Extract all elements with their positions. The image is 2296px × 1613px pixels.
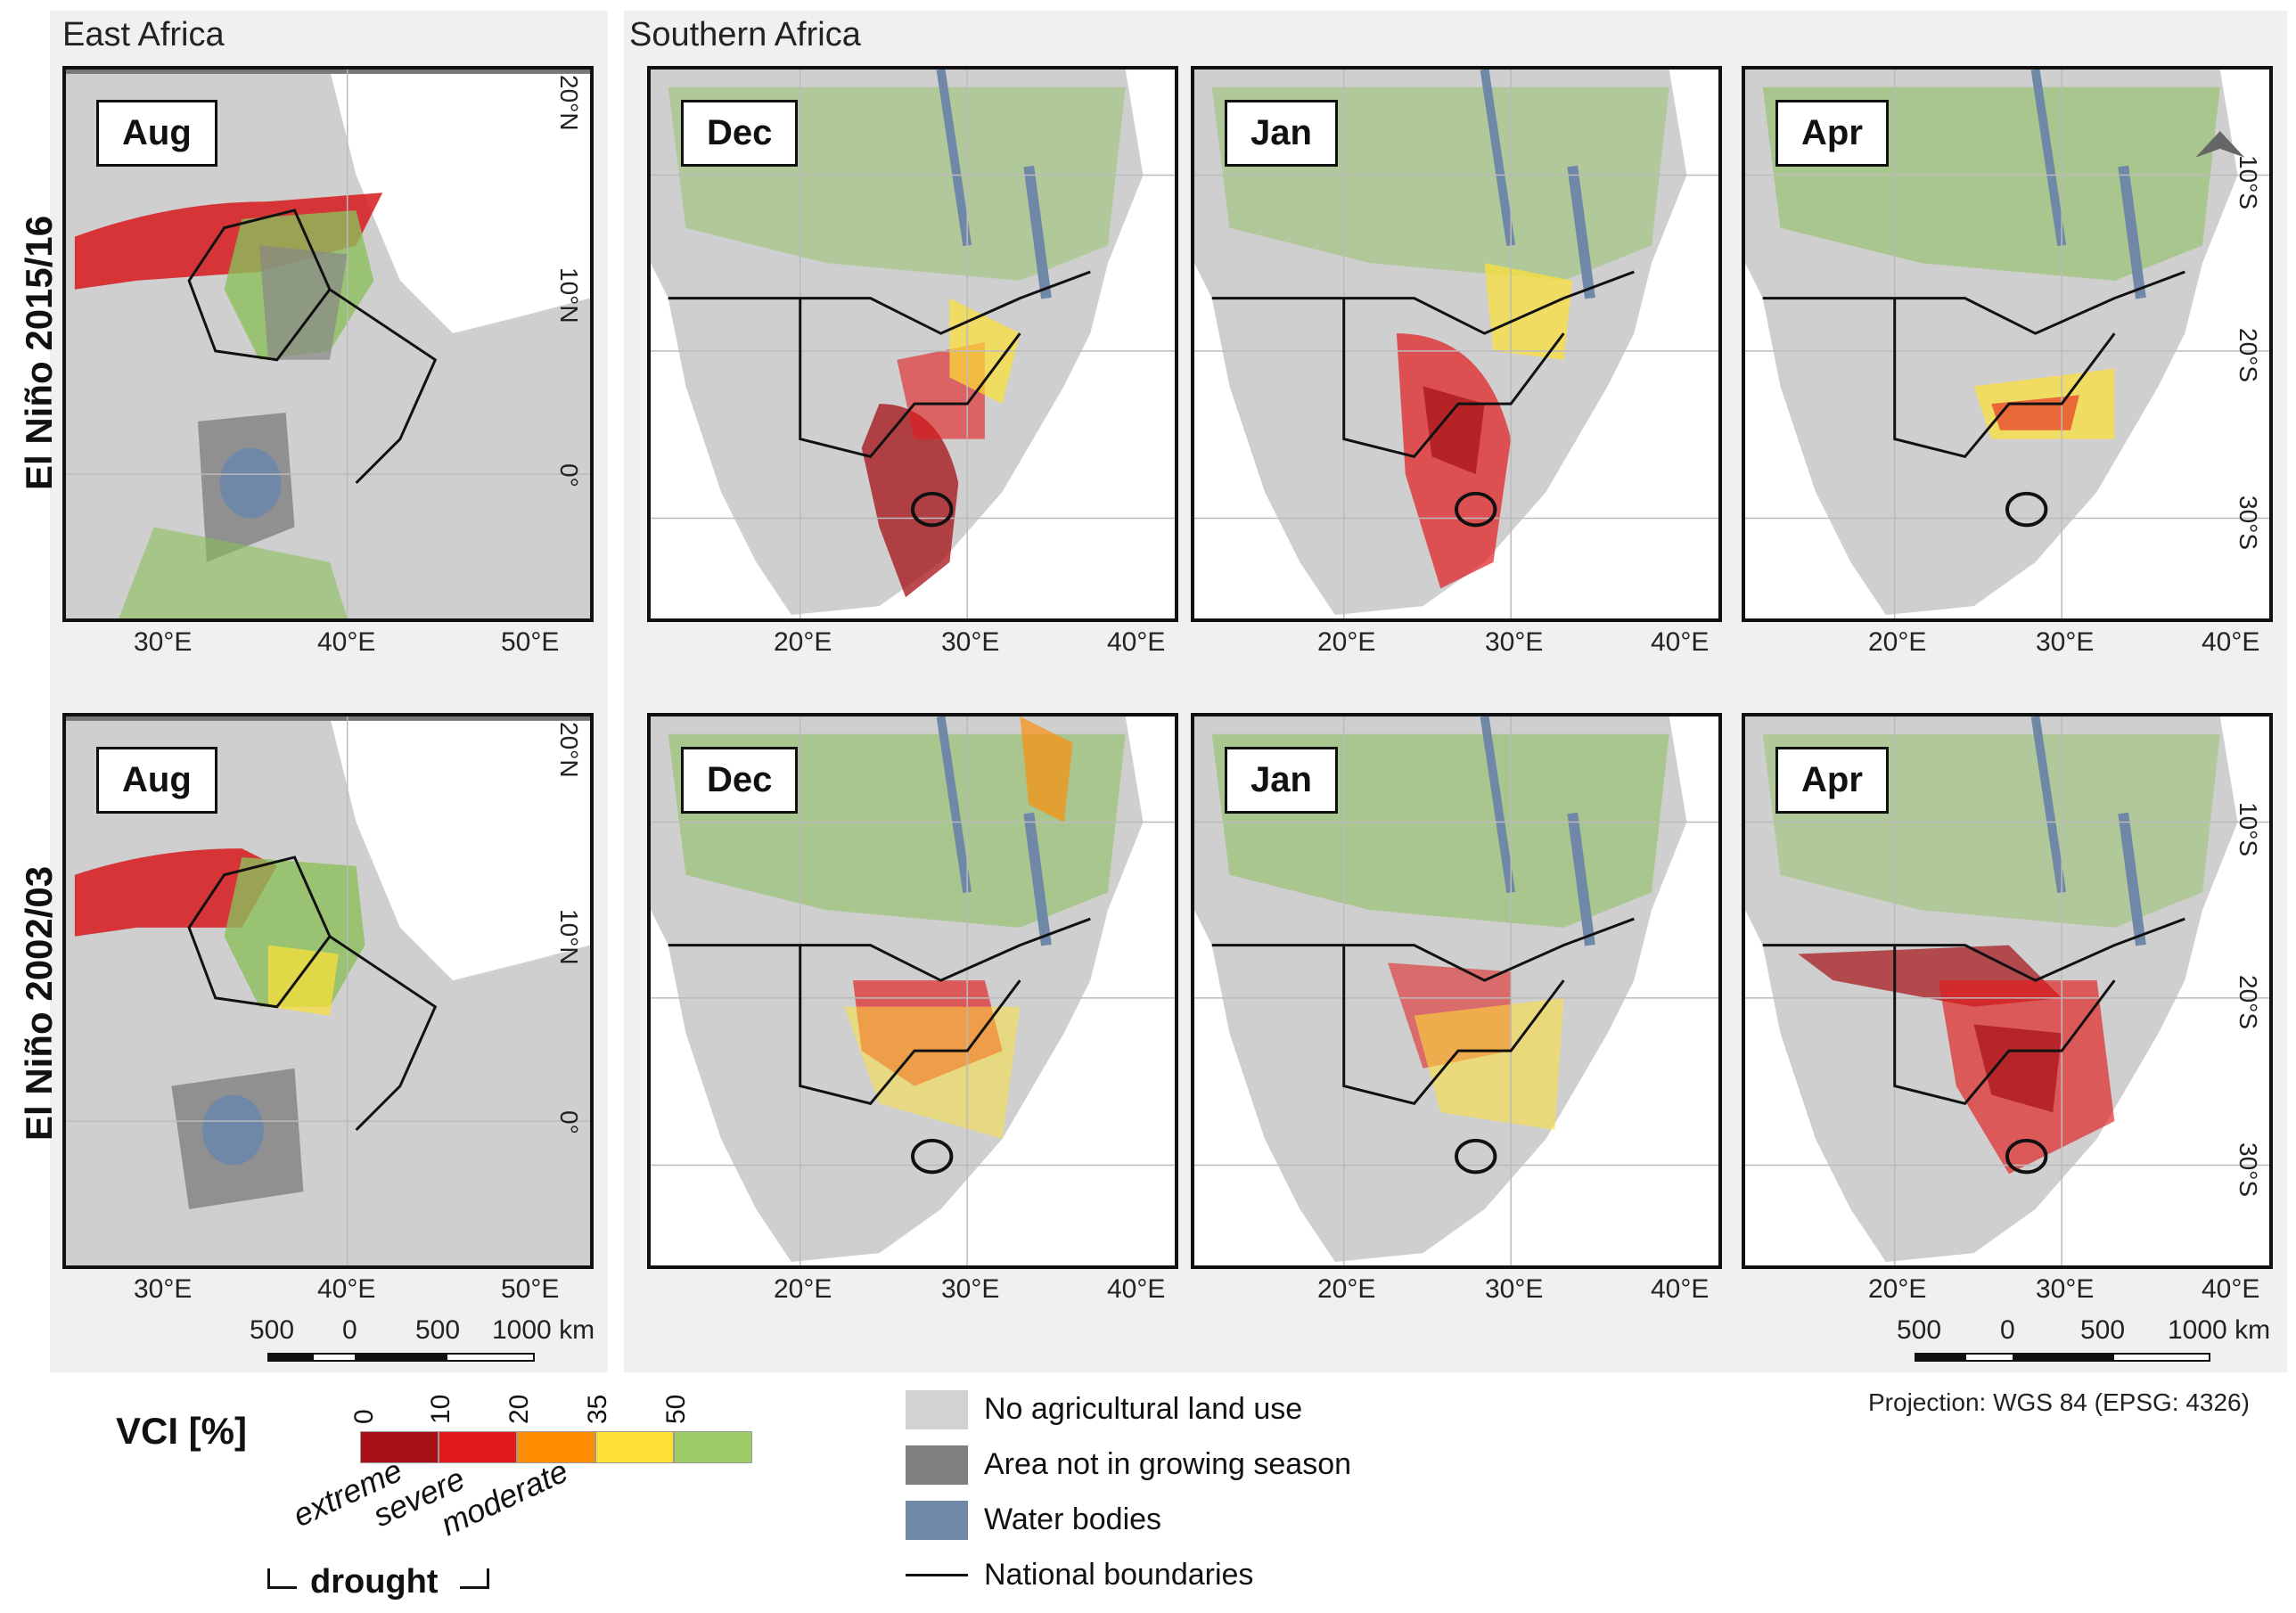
scale-bar-east: 500 0 500 1000 km [250,1315,606,1369]
x-tick: 40°E [317,627,376,657]
legend-label-water: Water bodies [984,1502,1162,1536]
scale-segment [1964,1353,2014,1362]
y-tick: 20°S [2234,975,2262,1030]
month-label: Dec [681,100,799,167]
month-label: Dec [681,747,799,814]
row-label-2002: El Niño 2002/03 [18,865,60,1141]
east-africa-title: East Africa [62,16,225,53]
y-tick: 0° [555,1110,583,1134]
scale-label: 1000 km [2168,1315,2271,1345]
y-tick: 20°N [555,75,583,131]
x-tick: 20°E [774,627,832,657]
vci-color-moderate-orange [517,1431,595,1463]
y-tick: 30°S [2234,495,2262,551]
y-tick: 20°N [555,722,583,778]
vci-tick: 20 [504,1394,534,1424]
x-tick: 30°E [134,627,193,657]
scale-label: 0 [342,1315,357,1345]
scale-segment [267,1353,312,1362]
y-tick: 20°S [2234,328,2262,383]
x-tick: 30°E [941,1274,1000,1304]
scale-label: 500 [2080,1315,2126,1345]
x-tick: 20°E [1868,1274,1927,1304]
vci-color-severe [439,1431,517,1463]
map-south-2002-dec: Dec [647,713,1178,1269]
scale-segment [1915,1353,1964,1362]
x-tick: 30°E [1485,627,1544,657]
x-tick: 40°E [2202,627,2260,657]
map-south-2002-jan: Jan [1191,713,1722,1269]
scale-label: 500 [250,1315,295,1345]
x-tick: 30°E [2036,1274,2095,1304]
month-label: Aug [96,747,217,814]
legend-swatch-water [906,1501,968,1540]
x-tick: 30°E [941,627,1000,657]
vci-color-normal [674,1431,752,1463]
scale-segment [2112,1353,2210,1362]
y-tick: 30°S [2234,1142,2262,1198]
projection-note: Projection: WGS 84 (EPSG: 4326) [1868,1388,2250,1416]
x-tick: 40°E [1651,627,1710,657]
scale-segment [357,1353,446,1362]
y-tick: 10°S [2234,155,2262,210]
x-tick: 20°E [1317,1274,1376,1304]
x-tick: 40°E [2202,1274,2260,1304]
scale-label: 500 [1897,1315,1942,1345]
x-tick: 20°E [774,1274,832,1304]
month-label: Jan [1225,100,1338,167]
map-south-2015-dec: Dec [647,66,1178,622]
map-east-2002-aug: Aug [62,713,594,1269]
x-tick: 20°E [1868,627,1927,657]
vci-tick: 0 [349,1409,379,1424]
legend-label-boundaries: National boundaries [984,1558,1254,1592]
drought-bracket-left [267,1568,297,1589]
y-tick: 10°N [555,909,583,965]
x-tick: 40°E [1651,1274,1710,1304]
scale-segment [312,1353,357,1362]
month-label: Apr [1775,747,1889,814]
month-label: Jan [1225,747,1338,814]
x-tick: 30°E [134,1274,193,1304]
y-tick: 10°S [2234,802,2262,857]
drought-label: drought [310,1563,439,1601]
vci-tick: 50 [661,1394,691,1424]
scale-label: 0 [2000,1315,2015,1345]
y-tick: 0° [555,463,583,487]
scale-segment [2014,1353,2112,1362]
x-tick: 50°E [501,627,560,657]
legend-label-not-growing: Area not in growing season [984,1447,1352,1481]
legend-swatch-no-agri [906,1390,968,1429]
vci-tick: 10 [426,1394,455,1424]
legend-label-no-agri: No agricultural land use [984,1392,1303,1426]
x-tick: 30°E [1485,1274,1544,1304]
x-tick: 40°E [1107,1274,1166,1304]
month-label: Aug [96,100,217,167]
y-tick: 10°N [555,267,583,323]
vci-color-moderate-yellow [595,1431,674,1463]
scale-label: 500 [415,1315,461,1345]
southern-africa-title: Southern Africa [629,16,861,53]
drought-bracket-right [460,1568,489,1589]
map-east-2015-aug: Aug [62,66,594,622]
x-tick: 50°E [501,1274,560,1304]
month-label: Apr [1775,100,1889,167]
scale-segment [446,1353,535,1362]
map-south-2015-apr: Apr [1742,66,2273,622]
vci-tick: 35 [583,1394,612,1424]
legend-swatch-not-growing [906,1445,968,1485]
vci-color-extreme [360,1431,439,1463]
x-tick: 40°E [1107,627,1166,657]
vci-title: VCI [%] [116,1410,247,1452]
scale-bar-south: 500 0 500 1000 km [1897,1315,2270,1369]
scale-label: 1000 km [492,1315,595,1345]
map-south-2015-jan: Jan [1191,66,1722,622]
map-south-2002-apr: Apr [1742,713,2273,1269]
x-tick: 30°E [2036,627,2095,657]
legend-line-boundaries [906,1574,968,1576]
row-label-2015: El Niño 2015/16 [18,215,60,490]
x-tick: 40°E [317,1274,376,1304]
x-tick: 20°E [1317,627,1376,657]
